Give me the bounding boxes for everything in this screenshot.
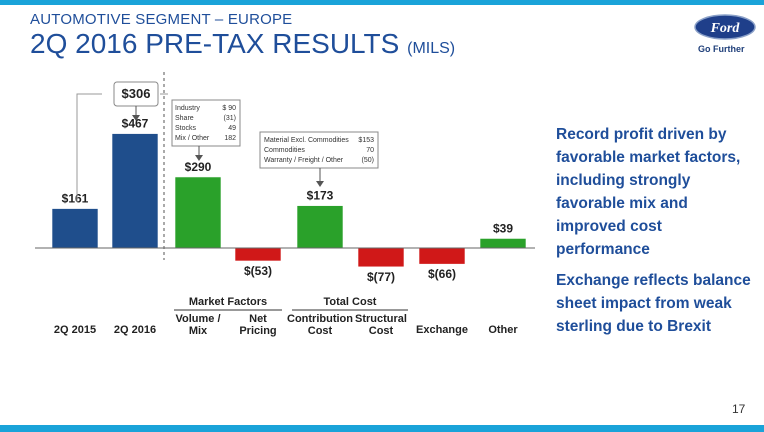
title-unit: (MILS) — [407, 40, 456, 57]
detail-label: Share — [175, 115, 194, 122]
detail-label: Warranty / Freight / Other — [264, 157, 344, 164]
logo-text: Ford — [710, 21, 741, 36]
tick-label-volume-mix: Mix — [189, 325, 208, 337]
volume-mix-arrowhead — [195, 155, 203, 161]
bar-other — [479, 238, 527, 249]
commentary-point: Exchange reflects balance sheet impact f… — [556, 272, 751, 335]
detail-label: Stocks — [175, 125, 197, 132]
detail-value: 182 — [224, 135, 236, 142]
volume-mix-detail-row: Industry $ 90 — [175, 105, 236, 112]
contribution-cost-arrowhead — [316, 181, 324, 187]
bottom-accent-bar — [0, 425, 764, 432]
volume-mix-detail-row: Mix / Other 182 — [175, 135, 236, 142]
detail-value: (31) — [224, 115, 236, 122]
tick-label-other: Other — [488, 324, 518, 336]
bar-2q-2016 — [111, 133, 159, 249]
detail-label: Mix / Other — [175, 135, 210, 142]
bar-contribution-cost — [296, 205, 344, 249]
data-label-volume-mix: $290 — [185, 160, 212, 174]
top-accent-bar — [0, 0, 764, 5]
data-label-structural-cost: $(77) — [367, 270, 395, 284]
data-label-exchange: $(66) — [428, 267, 456, 281]
page-number: 17 — [732, 402, 746, 416]
tick-label-net-pricing: Pricing — [239, 325, 276, 337]
tick-label-contribution-cost: Contribution — [287, 313, 353, 325]
change-callout-value: $306 — [122, 86, 151, 101]
data-label-other: $39 — [493, 221, 513, 235]
commentary-point: Record profit driven by favorable market… — [556, 126, 741, 258]
data-label-2q-2015: $161 — [62, 192, 89, 206]
volume-mix-detail-box — [171, 99, 241, 147]
detail-value: (50) — [362, 157, 374, 164]
tick-label-contribution-cost: Cost — [308, 325, 333, 337]
change-callout-arrowhead — [132, 115, 140, 121]
detail-value: $153 — [358, 137, 374, 144]
tick-label-volume-mix: Volume / — [175, 313, 220, 325]
detail-value: $ 90 — [222, 105, 236, 112]
bar-net-pricing — [234, 247, 282, 262]
tick-label-structural-cost: Structural — [355, 313, 407, 325]
ford-logo: Ford — [694, 14, 756, 40]
data-label-net-pricing: $(53) — [244, 264, 272, 278]
bar-structural-cost — [357, 247, 405, 268]
slide-title: 2Q 2016 PRE-TAX RESULTS (MILS) — [30, 28, 455, 60]
tick-label-exchange: Exchange — [416, 324, 468, 336]
volume-mix-detail-row: Stocks 49 — [175, 125, 236, 132]
tagline: Go Further — [698, 44, 745, 54]
commentary: Record profit driven by favorable market… — [556, 123, 756, 346]
tick-label-2q-2015: 2Q 2015 — [54, 324, 96, 336]
contribution-cost-detail-row: Commodities 70 — [264, 147, 374, 154]
contribution-cost-detail-row: Material Excl. Commodities $153 — [264, 137, 374, 144]
contribution-cost-detail-row: Warranty / Freight / Other (50) — [264, 157, 374, 164]
tick-label-net-pricing: Net — [249, 313, 267, 325]
contribution-cost-detail-box — [259, 131, 379, 169]
bar-2q-2015 — [51, 208, 99, 249]
bar-volume-mix — [174, 176, 222, 249]
tick-label-structural-cost: Cost — [369, 325, 394, 337]
group-label-total-cost: Total Cost — [324, 296, 377, 308]
change-callout-bracket — [76, 93, 102, 202]
data-label-contribution-cost: $173 — [307, 189, 334, 203]
bar-exchange — [418, 247, 466, 265]
group-label-market-factors: Market Factors — [189, 296, 267, 308]
volume-mix-detail-row: Share (31) — [175, 115, 236, 122]
title-main: 2Q 2016 PRE-TAX RESULTS — [30, 28, 400, 59]
tick-label-2q-2016: 2Q 2016 — [114, 324, 156, 336]
detail-label: Material Excl. Commodities — [264, 137, 349, 144]
data-label-2q-2016: $467 — [122, 117, 149, 131]
detail-label: Industry — [175, 105, 200, 112]
detail-label: Commodities — [264, 147, 305, 154]
detail-value: 70 — [366, 147, 374, 154]
slide-subtitle: AUTOMOTIVE SEGMENT – EUROPE — [30, 11, 293, 28]
waterfall-chart: $161 2Q 2015 $467 2Q 2016 $290 Volume /Mix $(5… — [35, 72, 535, 337]
detail-value: 49 — [228, 125, 236, 132]
